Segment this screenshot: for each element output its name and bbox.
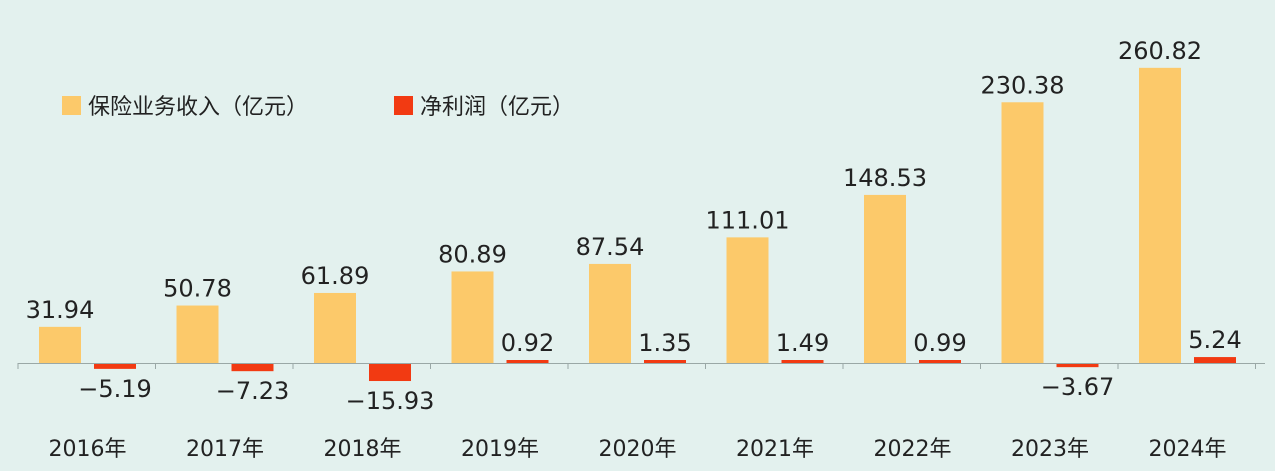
x-tick-label-1: 2017年 [186, 437, 264, 462]
bar-revenue-0 [39, 326, 81, 363]
value-labels-layer: 31.94 −5.19 50.78 −7.23 61.89 −15.93 80.89 0.92… [26, 37, 1242, 415]
x-tick-label-0: 2016年 [49, 437, 127, 462]
bar-net-profit-2 [369, 363, 411, 382]
x-axis-tick-labels: 2016年 2017年 2018年 2019年 2020年 2021年 2022年 2023年… [49, 437, 1227, 462]
bar-revenue-5 [726, 237, 769, 363]
value-label-net-profit-3: 0.92 [501, 329, 554, 357]
value-label-net-profit-4: 1.35 [638, 329, 691, 357]
bar-net-profit-5 [781, 360, 824, 363]
legend-label-net-profit: 净利润（亿元） [420, 95, 574, 120]
legend-swatch-net-profit [394, 96, 413, 115]
value-label-revenue-2: 61.89 [301, 262, 370, 290]
value-label-revenue-1: 50.78 [163, 275, 232, 303]
value-label-net-profit-2: −15.93 [346, 387, 435, 415]
value-label-revenue-3: 80.89 [438, 240, 507, 268]
value-label-revenue-4: 87.54 [576, 233, 645, 261]
legend-swatch-revenue [62, 96, 81, 115]
bar-revenue-6 [864, 194, 906, 363]
x-tick-label-6: 2022年 [874, 437, 952, 462]
value-label-revenue-0: 31.94 [26, 296, 95, 324]
bar-revenue-2 [314, 292, 356, 363]
x-tick-label-3: 2019年 [461, 437, 539, 462]
value-label-net-profit-0: −5.19 [78, 375, 152, 403]
bar-revenue-1 [176, 305, 219, 363]
value-label-net-profit-1: −7.23 [216, 377, 290, 405]
value-label-revenue-5: 111.01 [706, 206, 790, 234]
value-label-revenue-7: 230.38 [981, 71, 1065, 99]
bar-revenue-4 [589, 263, 631, 363]
bar-revenue-8 [1139, 67, 1181, 363]
bar-net-profit-4 [644, 360, 686, 363]
x-axis-ticks [17, 363, 1256, 369]
bar-net-profit-3 [506, 360, 549, 363]
value-label-net-profit-6: 0.99 [913, 329, 966, 357]
bar-net-profit-6 [919, 360, 961, 363]
legend: 保险业务收入（亿元） 净利润（亿元） [62, 95, 574, 120]
x-tick-label-8: 2024年 [1149, 437, 1227, 462]
bar-revenue-7 [1001, 102, 1044, 363]
value-label-net-profit-7: −3.67 [1041, 373, 1115, 401]
x-tick-label-7: 2023年 [1011, 437, 1089, 462]
bars-layer [39, 67, 1236, 382]
x-tick-label-4: 2020年 [599, 437, 677, 462]
bar-net-profit-1 [231, 363, 274, 372]
value-label-revenue-8: 260.82 [1118, 37, 1202, 65]
bar-net-profit-8 [1194, 357, 1236, 363]
bar-net-profit-0 [94, 363, 136, 369]
value-label-revenue-6: 148.53 [843, 164, 927, 192]
value-label-net-profit-8: 5.24 [1188, 326, 1241, 354]
bar-revenue-3 [451, 271, 494, 363]
value-label-net-profit-5: 1.49 [776, 329, 829, 357]
legend-label-revenue: 保险业务收入（亿元） [88, 95, 308, 120]
x-tick-label-5: 2021年 [736, 437, 814, 462]
bar-net-profit-7 [1056, 363, 1099, 368]
x-tick-label-2: 2018年 [324, 437, 402, 462]
